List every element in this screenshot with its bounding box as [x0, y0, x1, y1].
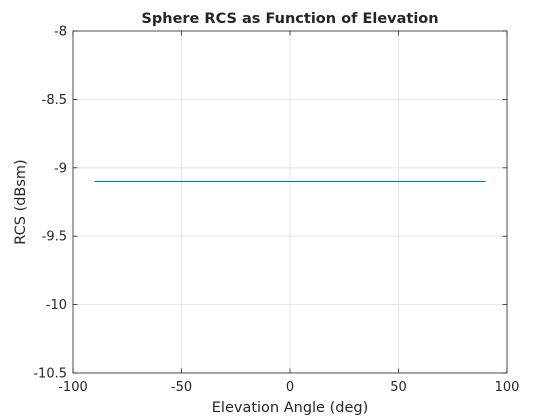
x-tick-label: -50 [171, 380, 192, 395]
x-axis-label: Elevation Angle (deg) [212, 400, 368, 416]
y-tick-label: -8.5 [42, 93, 67, 108]
y-tick-label: -8 [54, 25, 67, 40]
y-tick-label: -9 [54, 161, 67, 176]
chart-title: Sphere RCS as Function of Elevation [141, 11, 438, 27]
x-tick-label: 50 [390, 380, 407, 395]
x-tick-label: 100 [495, 380, 520, 395]
y-tick-label: -9.5 [42, 230, 67, 245]
y-tick-labels: -10.5 -10 -9.5 -9 -8.5 -8 [33, 25, 67, 382]
y-axis-label: RCS (dBsm) [13, 159, 29, 244]
axis-ticks [72, 30, 508, 374]
x-tick-label: -100 [58, 380, 88, 395]
x-tick-label: 0 [286, 380, 294, 395]
y-tick-label: -10 [46, 298, 67, 313]
y-tick-label: -10.5 [33, 367, 67, 382]
x-tick-labels: -100 -50 0 50 100 [58, 380, 519, 395]
